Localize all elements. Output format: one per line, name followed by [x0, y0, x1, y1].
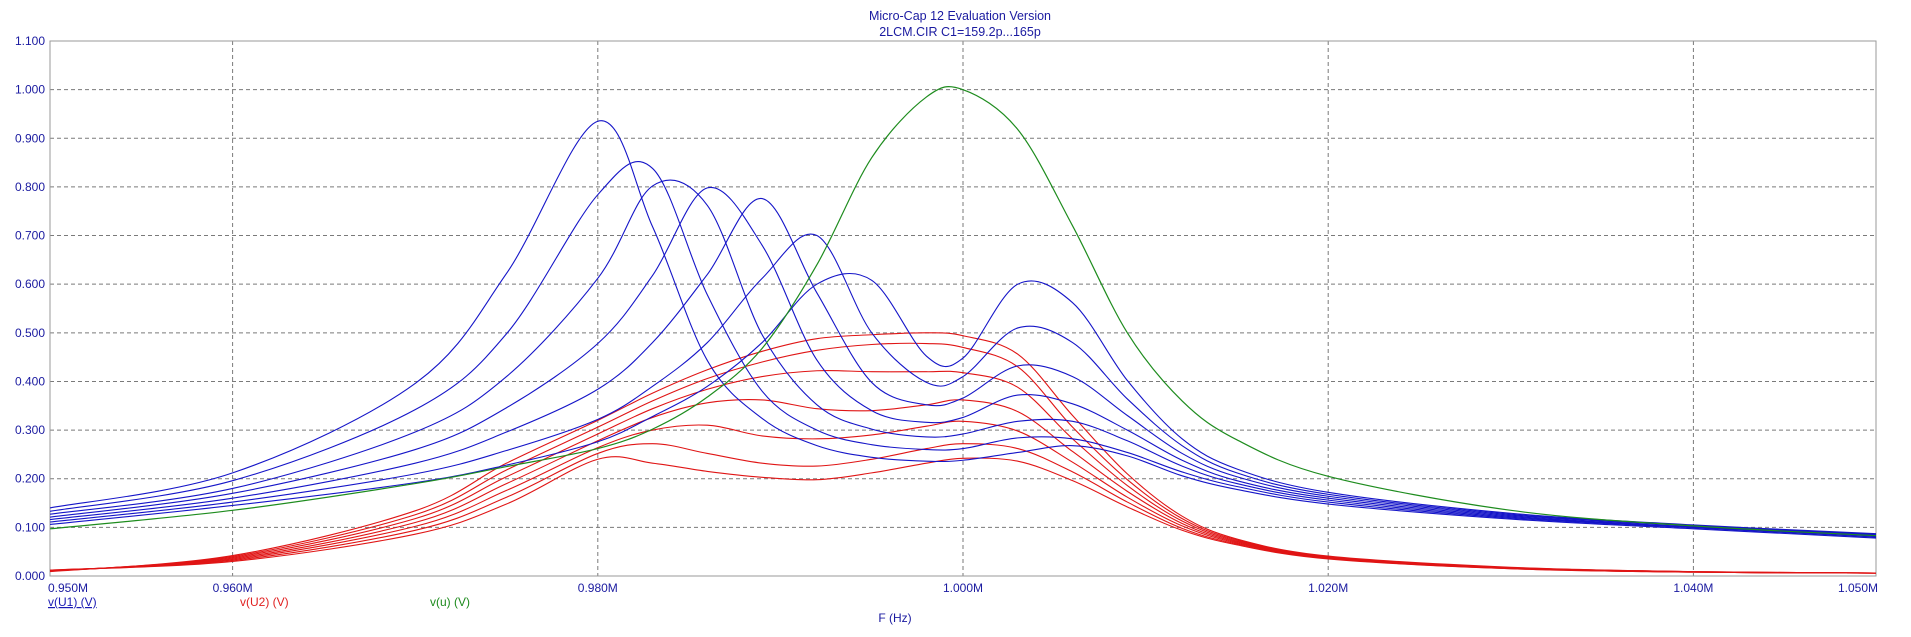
y-tick-label: 0.800: [15, 180, 45, 194]
x-tick-label: 1.000M: [943, 581, 983, 595]
grid-lines: [50, 41, 1876, 576]
series-line-u1-1: [49, 120, 1877, 539]
y-tick-label: 0.500: [15, 326, 45, 340]
series-line-u1-7: [49, 272, 1877, 535]
y-tick-label: 0.300: [15, 423, 45, 437]
series-line-u1-5: [49, 198, 1877, 536]
y-tick-label: 0.900: [15, 131, 45, 145]
x-tick-label: 0.960M: [213, 581, 253, 595]
y-tick-label: 0.100: [15, 520, 45, 534]
legend-item: v(u) (V): [430, 595, 470, 609]
y-tick-label: 0.700: [15, 229, 45, 243]
x-tick-label: 1.020M: [1308, 581, 1348, 595]
x-tick-label: 1.050M: [1838, 581, 1878, 595]
legend-item: v(U2) (V): [240, 595, 289, 609]
y-tick-label: 1.000: [15, 83, 45, 97]
chart-title: Micro-Cap 12 Evaluation Version: [869, 9, 1051, 23]
legend: v(U1) (V) v(U2) (V) v(u) (V): [48, 595, 470, 609]
plot-frame: [49, 40, 1877, 577]
y-tick-label: 0.600: [15, 277, 45, 291]
chart-subtitle: 2LCM.CIR C1=159.2p...165p: [879, 25, 1041, 39]
series-line-u-1: [49, 85, 1877, 537]
x-axis-label: F (Hz): [878, 611, 911, 625]
y-tick-label: 1.100: [15, 34, 45, 48]
series-layer: [49, 85, 1877, 574]
series-line-u1-6: [49, 233, 1877, 535]
series-line-u1-3: [49, 179, 1877, 537]
y-tick-label: 0.200: [15, 472, 45, 486]
x-tick-label: 0.980M: [578, 581, 618, 595]
x-tick-label: 1.040M: [1673, 581, 1713, 595]
x-axis-ticks: 0.950M 0.960M 0.980M 1.000M 1.020M 1.040M 1.05…: [48, 581, 1878, 595]
y-axis-ticks: 0.000 0.100 0.200 0.300 0.400 0.500 0.600 0.700…: [15, 34, 45, 583]
x-tick-label: 0.950M: [48, 581, 88, 595]
legend-item: v(U1) (V): [48, 595, 97, 609]
y-tick-label: 0.400: [15, 374, 45, 388]
series-line-u1-2: [49, 160, 1877, 538]
series-line-u1-4: [49, 186, 1877, 536]
y-tick-label: 0.000: [15, 569, 45, 583]
series-line-u2-7: [49, 332, 1877, 574]
